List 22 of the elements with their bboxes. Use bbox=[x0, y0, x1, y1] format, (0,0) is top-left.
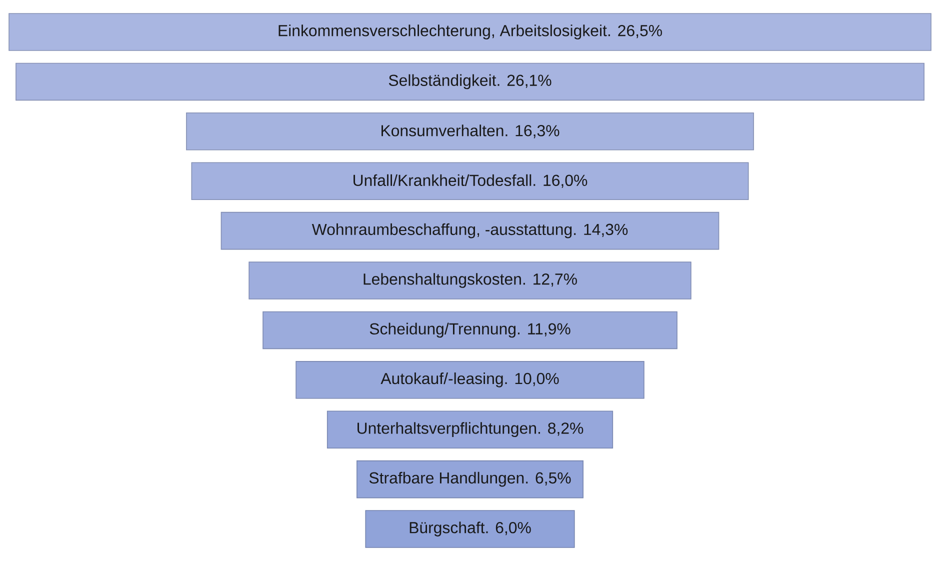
data-label: 26,5% bbox=[618, 24, 662, 38]
category-label: Konsumverhalten. bbox=[382, 124, 508, 136]
data-label: 6,5% bbox=[536, 472, 571, 486]
category-label: Strafbare Handlungen. bbox=[369, 472, 528, 487]
data-label: 26,1% bbox=[507, 74, 552, 88]
data-label: 8,2% bbox=[548, 422, 584, 436]
category-label: Lebenshaltungskosten. bbox=[364, 273, 525, 288]
data-label: 11,9% bbox=[528, 323, 570, 336]
category-label: Einkommensverschlechterung, Arbeitslosigkeit. bbox=[278, 24, 610, 40]
category-label: Bürgschaft. bbox=[410, 522, 488, 536]
category-label: Wohnraumbeschaffung, -ausstattung. bbox=[312, 223, 576, 238]
category-label: Unterhaltsverpflichtungen. bbox=[358, 422, 540, 438]
data-label: 10,0% bbox=[515, 372, 559, 386]
data-label: 16,0% bbox=[544, 174, 588, 188]
category-label: Scheidung/Trennung. bbox=[370, 322, 520, 338]
data-label: 12,7% bbox=[534, 274, 577, 287]
category-label: Autokauf/-leasing. bbox=[380, 372, 507, 388]
data-label: 16,3% bbox=[516, 125, 560, 138]
data-label: 14,3% bbox=[584, 224, 628, 237]
category-label: Selbständigkeit. bbox=[388, 74, 500, 90]
category-label: Unfall/Krankheit/Todesfall. bbox=[354, 174, 536, 186]
data-label: 6,0% bbox=[496, 522, 531, 536]
